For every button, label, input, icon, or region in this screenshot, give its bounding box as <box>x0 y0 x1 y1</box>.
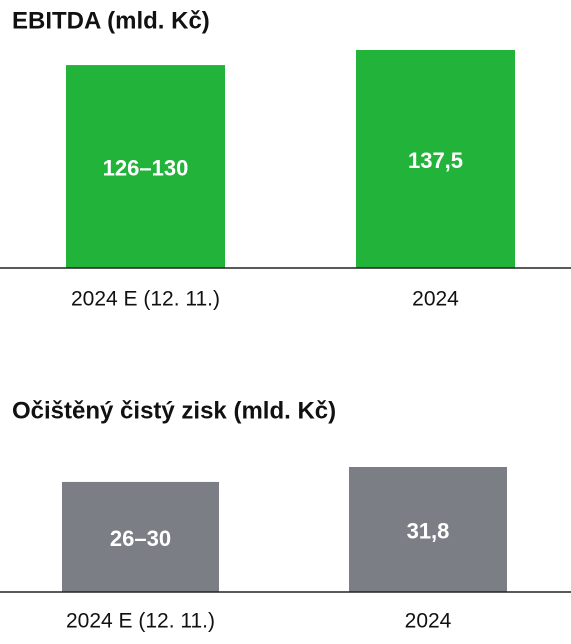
chart-title: EBITDA (mld. Kč) <box>12 7 210 34</box>
bar <box>349 467 507 592</box>
bar <box>356 50 515 268</box>
x-tick-label: 2024 <box>412 288 459 311</box>
value-label: 126–130 <box>103 155 189 180</box>
value-label: 31,8 <box>407 518 450 543</box>
chart-title: Očištěný čistý zisk (mld. Kč) <box>12 397 336 424</box>
value-label: 26–30 <box>110 526 171 551</box>
x-tick-label: 2024 E (12. 11.) <box>66 610 215 633</box>
value-label: 137,5 <box>408 148 463 173</box>
x-tick-label: 2024 E (12. 11.) <box>71 288 220 311</box>
bar <box>62 481 219 592</box>
bar <box>66 65 225 268</box>
x-tick-label: 2024 <box>405 610 452 633</box>
